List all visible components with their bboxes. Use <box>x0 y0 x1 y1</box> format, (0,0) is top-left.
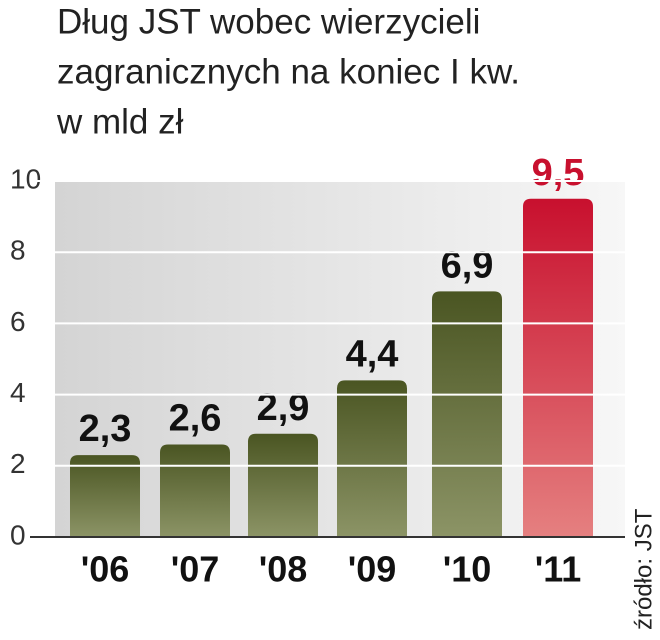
y-tick-label: 2 <box>10 448 26 479</box>
y-tick-label: 10 <box>10 163 41 194</box>
value-label: 2,6 <box>169 397 222 439</box>
title-line: Dług JST wobec wierzycieli <box>57 2 480 41</box>
x-tick-label: '07 <box>171 549 220 590</box>
bar <box>432 291 502 537</box>
value-label: 9,5 <box>532 152 585 194</box>
title-line: zagranicznych na koniec I kw. <box>57 52 520 91</box>
bar <box>160 444 230 537</box>
x-tick-label: '10 <box>443 549 492 590</box>
value-label: 2,3 <box>79 408 132 450</box>
x-tick-label: '08 <box>259 549 308 590</box>
title-line: w mld zł <box>56 102 184 141</box>
bar <box>70 455 140 537</box>
value-label: 6,9 <box>441 244 494 286</box>
value-label: 2,9 <box>257 387 310 429</box>
value-label: 4,4 <box>346 333 399 375</box>
y-tick-label: 4 <box>10 377 26 408</box>
bar <box>523 198 593 538</box>
y-tick-label: 6 <box>10 306 26 337</box>
bar <box>337 380 407 537</box>
y-tick-label: 0 <box>10 519 26 550</box>
x-tick-label: '06 <box>81 549 130 590</box>
x-tick-label: '09 <box>348 549 397 590</box>
source: źródło: JST <box>630 508 657 630</box>
x-tick-label: '11 <box>535 549 582 590</box>
bar <box>248 433 318 537</box>
y-tick-label: 8 <box>10 235 26 266</box>
